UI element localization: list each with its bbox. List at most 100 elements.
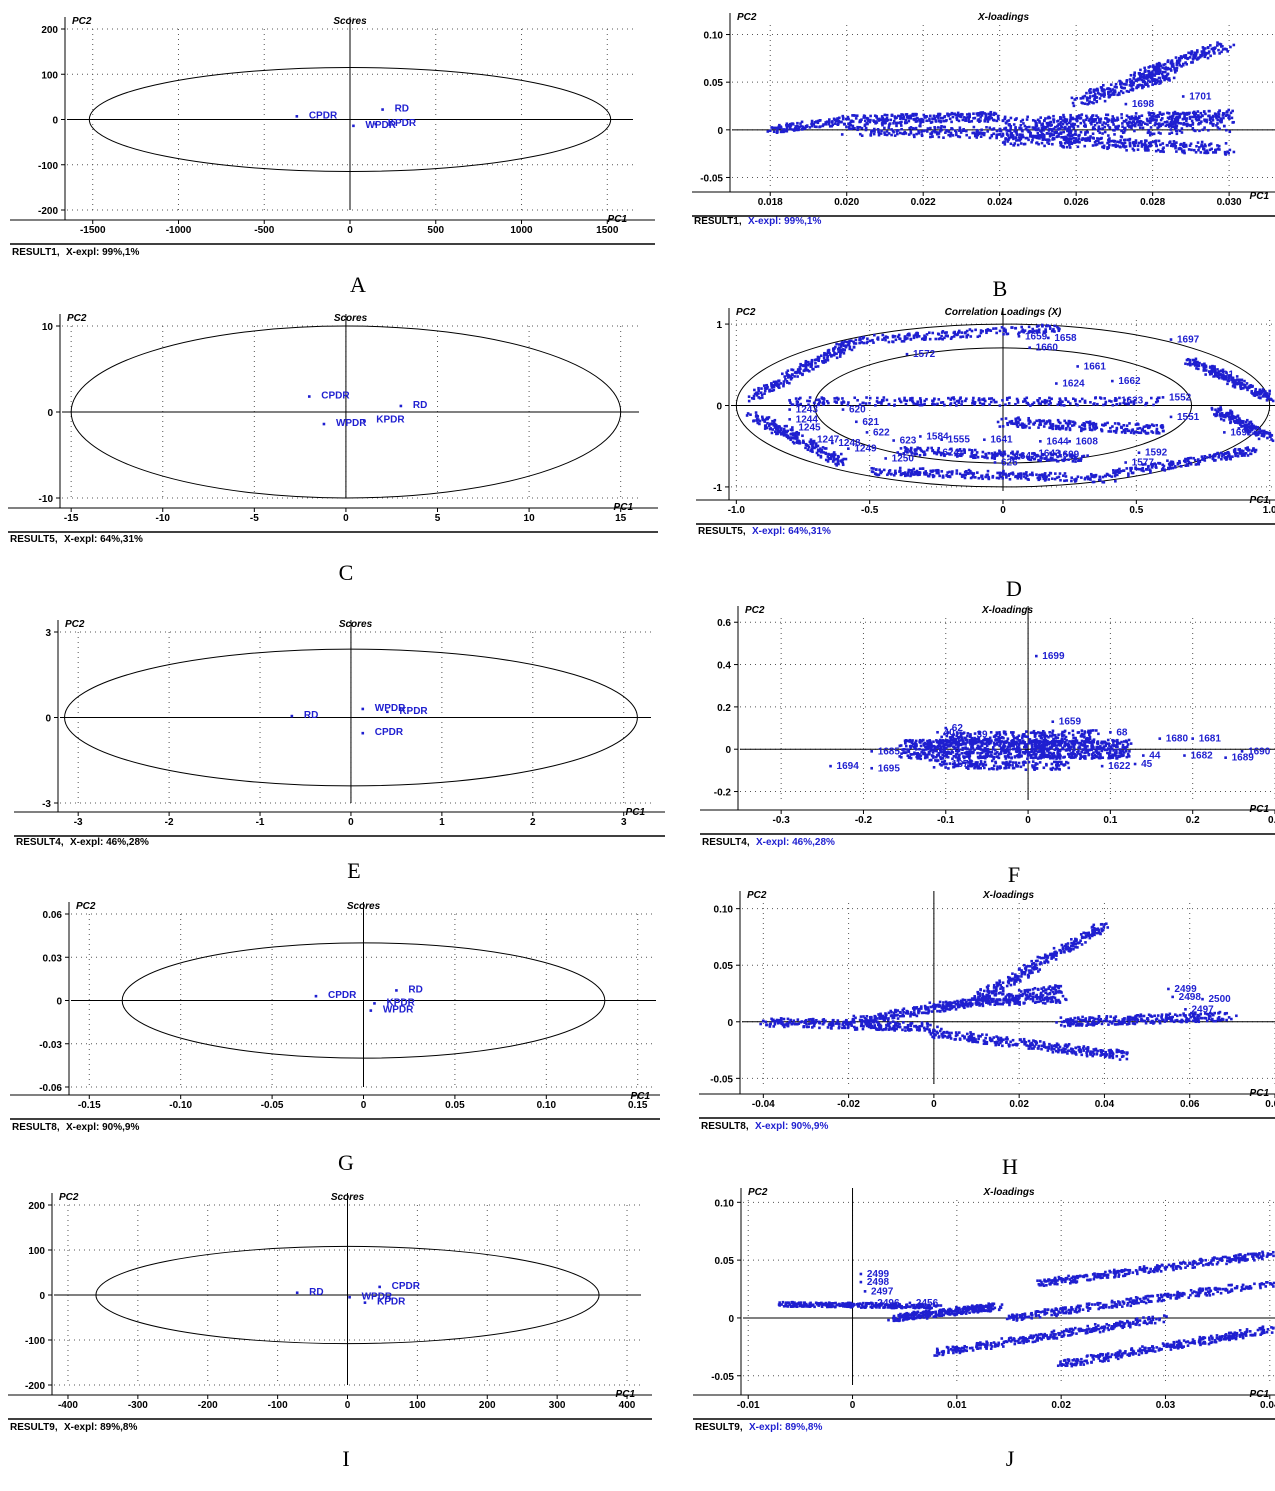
loading-point xyxy=(1107,430,1111,433)
loading-point xyxy=(1086,477,1090,481)
loading-point xyxy=(1025,424,1028,428)
loading-point xyxy=(971,473,975,477)
loading-point xyxy=(1135,431,1139,434)
loading-point xyxy=(1003,115,1007,119)
loading-point xyxy=(1097,753,1100,756)
loading-point xyxy=(1009,142,1013,146)
loading-point xyxy=(1116,118,1120,122)
loading-point xyxy=(1059,478,1062,482)
loading-point xyxy=(758,396,762,400)
loading-point xyxy=(884,338,887,342)
y-tick-label: 0 xyxy=(716,402,722,413)
loading-point xyxy=(1004,137,1008,140)
loading-point xyxy=(958,135,962,139)
loading-point xyxy=(825,120,829,124)
loading-point xyxy=(1115,429,1118,433)
loading-point xyxy=(1064,135,1067,139)
loading-point xyxy=(946,334,949,338)
loading-point xyxy=(933,116,937,120)
loading-point xyxy=(1138,119,1142,123)
loading-point xyxy=(1010,422,1013,425)
loading-point xyxy=(840,343,843,346)
loading-point xyxy=(943,336,946,340)
loading-point xyxy=(995,452,999,456)
x-tick-label: 2 xyxy=(530,817,536,828)
loading-point xyxy=(1047,121,1051,125)
x-tick-label: 0.028 xyxy=(1140,197,1165,208)
loading-point xyxy=(842,351,846,355)
loading-point xyxy=(977,397,981,400)
loading-point xyxy=(860,126,864,130)
loading-point xyxy=(1022,122,1025,125)
loading-point xyxy=(1109,83,1113,86)
loading-point xyxy=(826,455,830,458)
loading-point xyxy=(1130,121,1134,125)
loading-point xyxy=(958,472,962,476)
loading-point xyxy=(824,123,828,126)
loading-point xyxy=(1006,753,1010,757)
loading-point xyxy=(1116,468,1120,472)
loading-point xyxy=(796,368,800,371)
loading-point xyxy=(1016,420,1020,424)
y-tick-label: -10 xyxy=(39,494,54,505)
loading-point xyxy=(983,455,987,459)
loading-point xyxy=(874,120,877,124)
loading-point xyxy=(1156,80,1160,83)
loading-point xyxy=(804,361,807,365)
y-tick-label: 200 xyxy=(41,25,58,36)
loading-point xyxy=(1246,428,1249,432)
loading-point xyxy=(979,331,983,335)
loading-point xyxy=(1069,453,1073,456)
loading-point xyxy=(830,124,834,128)
loading-point xyxy=(796,400,800,404)
loading-point xyxy=(939,744,942,748)
loading-point xyxy=(1246,446,1249,449)
loading-point xyxy=(1247,422,1251,426)
loading-point xyxy=(1180,56,1184,60)
loading-point xyxy=(1050,756,1053,760)
x-tick-label: 0 xyxy=(1025,815,1031,826)
loading-point xyxy=(1110,120,1114,123)
loading-point xyxy=(1226,50,1229,53)
loading-point xyxy=(1237,421,1241,424)
loading-point xyxy=(1202,145,1205,148)
loading-point xyxy=(1035,473,1038,476)
loading-point xyxy=(1067,748,1070,751)
loading-point xyxy=(1079,117,1082,120)
loading-point xyxy=(1199,111,1203,115)
loading-point xyxy=(908,469,912,472)
loading-point xyxy=(1202,48,1205,52)
loading-point xyxy=(1099,117,1103,121)
loading-point xyxy=(923,472,926,476)
loading-point xyxy=(1112,744,1116,747)
loading-point xyxy=(1124,427,1127,431)
loading-point xyxy=(919,401,923,404)
loading-point xyxy=(993,457,996,460)
loading-point xyxy=(1043,119,1046,122)
loading-point xyxy=(1079,754,1083,757)
loading-point xyxy=(903,446,907,449)
loading-label: 1250 xyxy=(892,453,915,464)
loading-point xyxy=(1076,139,1080,142)
loading-point xyxy=(1188,361,1192,364)
loading-point xyxy=(990,753,993,756)
loading-point xyxy=(915,335,919,339)
loading-point xyxy=(1014,127,1017,130)
loading-point xyxy=(944,334,948,337)
loading-point xyxy=(1257,437,1261,441)
loading-point xyxy=(1043,398,1047,402)
loading-point xyxy=(1039,459,1042,463)
loading-point xyxy=(822,397,826,400)
loading-point xyxy=(1123,83,1127,86)
loading-point xyxy=(954,131,958,134)
loading-point xyxy=(1208,148,1212,152)
loading-point xyxy=(757,418,760,421)
loading-point xyxy=(1106,421,1109,425)
loading-point xyxy=(1091,754,1094,758)
loading-point xyxy=(1141,463,1145,466)
loading-point xyxy=(752,419,756,422)
loading-point xyxy=(942,403,946,407)
loading-point xyxy=(1091,424,1095,427)
loading-point xyxy=(1268,392,1271,395)
loading-point xyxy=(1055,135,1059,139)
